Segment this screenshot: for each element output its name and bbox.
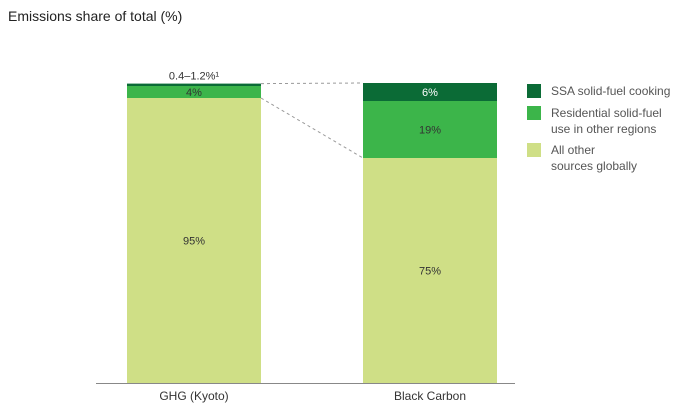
category-label-0: GHG (Kyoto)	[159, 389, 228, 403]
connector-line-mid	[260, 97, 364, 159]
legend-swatch-0	[527, 84, 541, 98]
data-label-1-1: 19%	[419, 125, 441, 137]
connector-line-top	[260, 82, 364, 85]
data-label-0-1: 4%	[186, 87, 202, 99]
legend-swatch-1	[527, 106, 541, 120]
legend-entry-0: SSA solid-fuel cooking	[551, 84, 670, 98]
data-label-0-0: 95%	[183, 236, 205, 248]
legend-entry-2: All other sources globally	[551, 143, 637, 173]
bar-segment-1-0	[363, 158, 497, 383]
category-label-1: Black Carbon	[394, 389, 466, 403]
bar-segment-1-2	[363, 83, 497, 101]
data-label-1-0: 75%	[419, 266, 441, 278]
data-label-1-2: 6%	[422, 87, 438, 99]
legend-swatch-2	[527, 143, 541, 157]
bar-segment-0-0	[127, 98, 261, 383]
bar-segment-0-2	[127, 83, 261, 86]
legend-entry-1: Residential solid-fuel use in other regio…	[551, 106, 662, 136]
data-label-0-2: 0.4–1.2%¹	[169, 71, 219, 83]
chart-title: Emissions share of total (%)	[8, 8, 183, 24]
bar-segment-1-1	[363, 101, 497, 158]
bar-segment-0-1	[127, 86, 261, 98]
